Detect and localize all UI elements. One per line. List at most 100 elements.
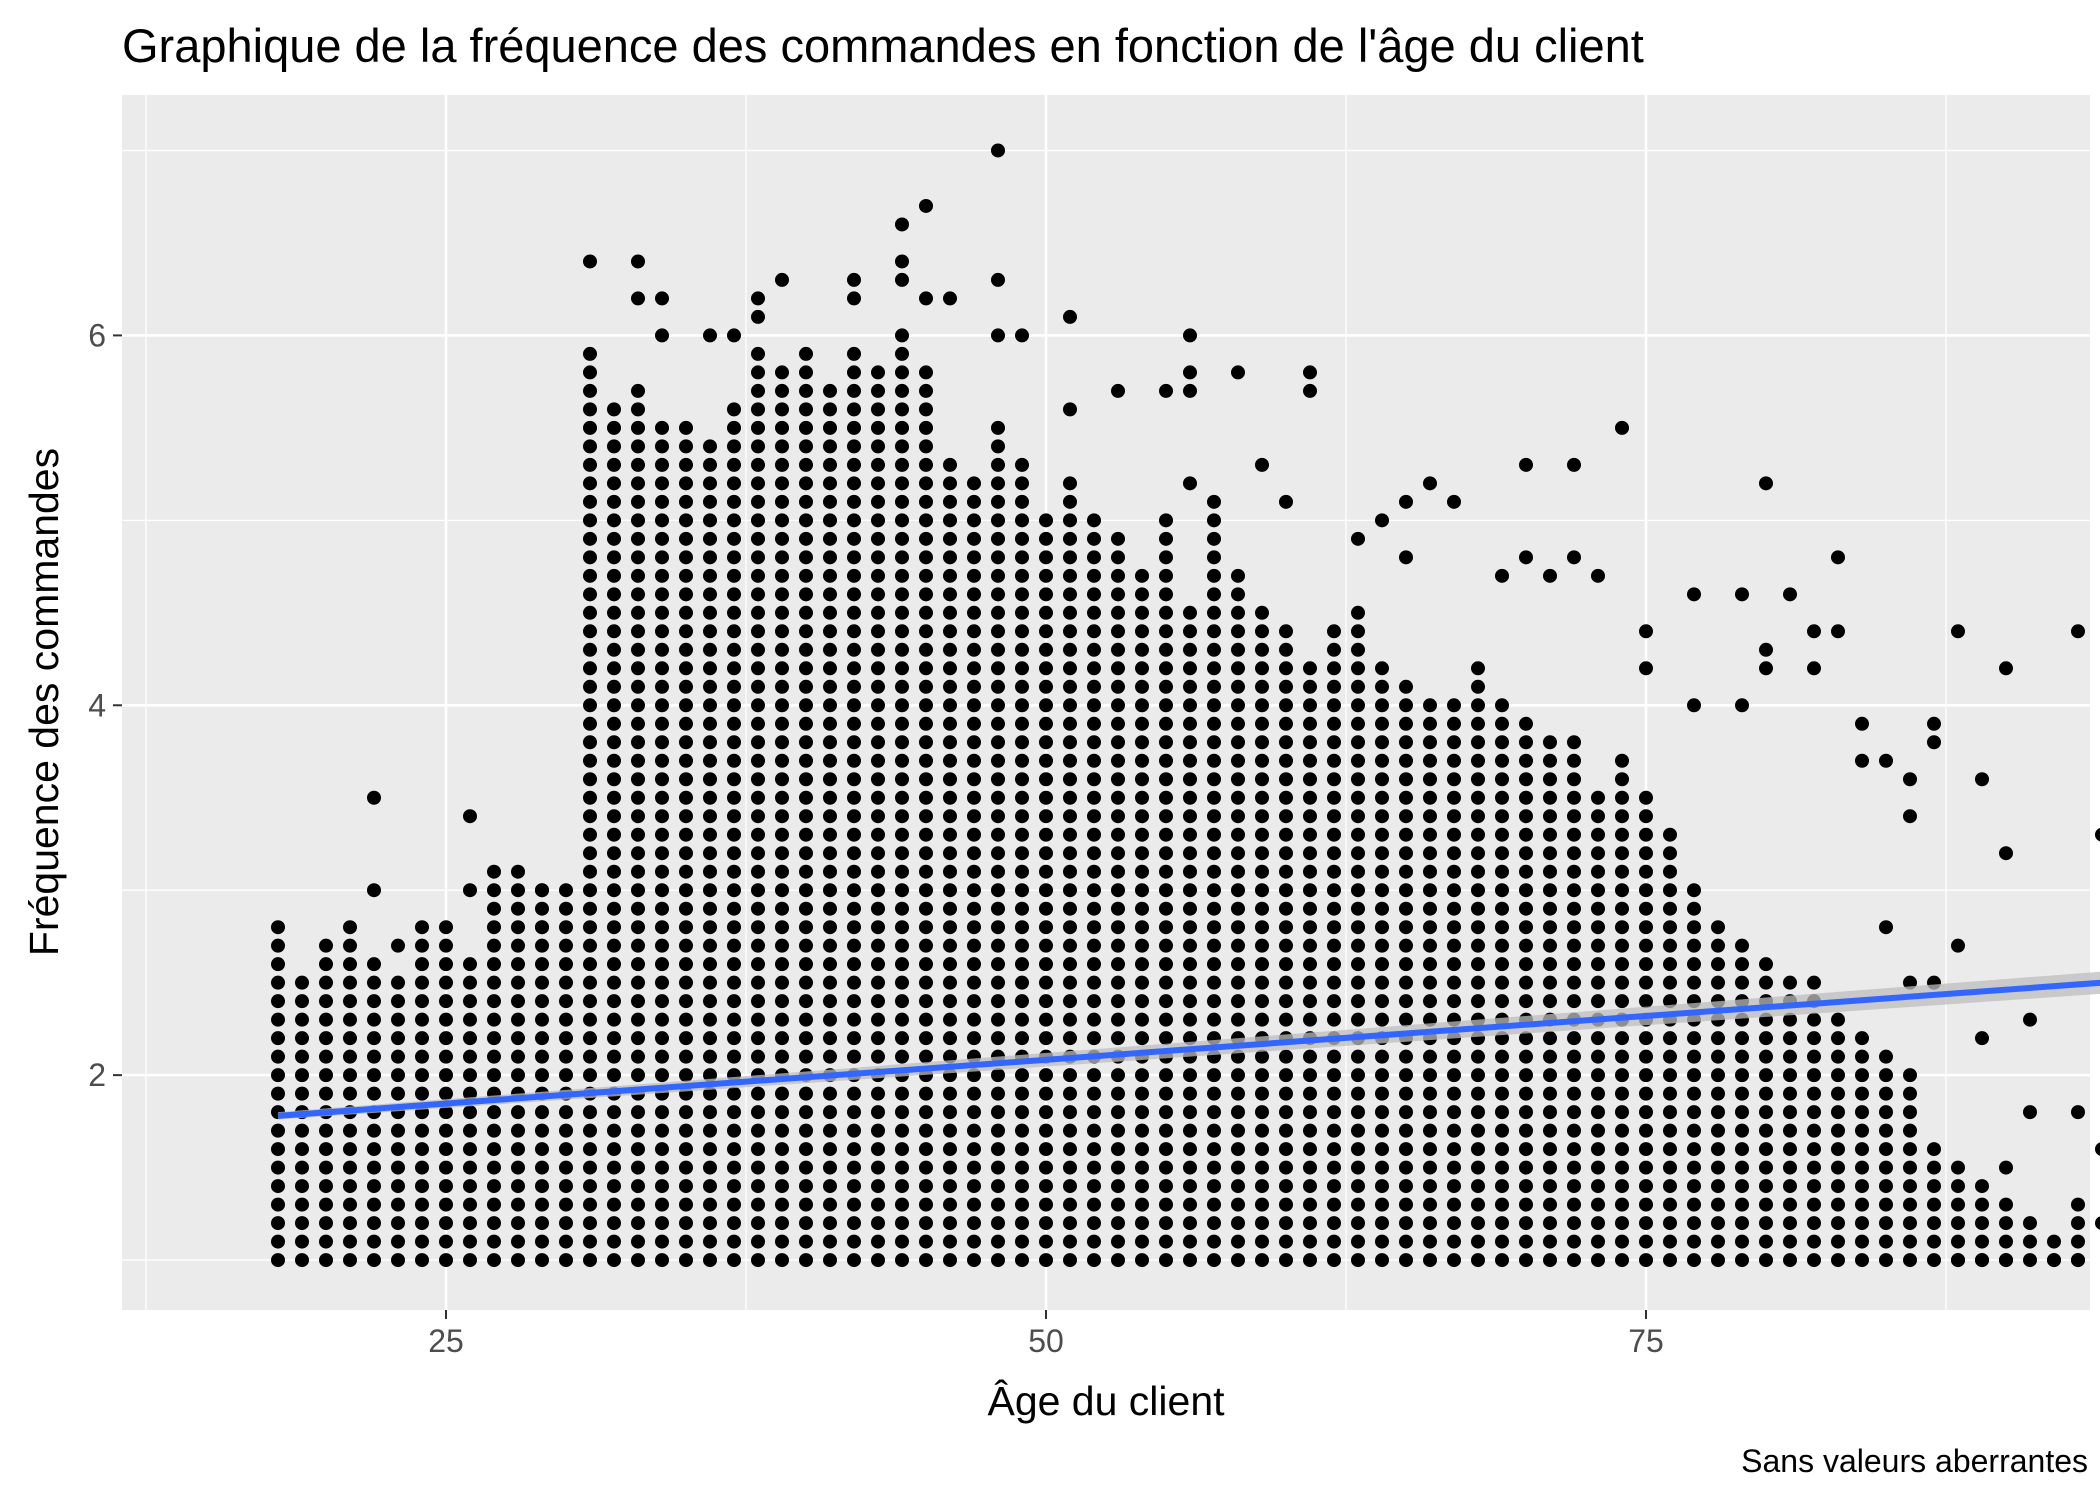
data-point [1159,550,1173,565]
data-point [1903,809,1917,824]
data-point [1111,716,1125,731]
data-point [535,883,549,898]
data-point [847,1086,861,1101]
data-point [943,587,957,602]
data-point [583,938,597,953]
data-point [751,679,765,694]
data-point [1207,1253,1221,1268]
data-point [1015,920,1029,935]
data-point [1255,975,1269,990]
data-point [847,1049,861,1064]
data-point [1015,1197,1029,1212]
data-point [895,346,909,361]
data-point [415,1253,429,1268]
data-point [631,457,645,472]
data-point [847,1160,861,1175]
data-point [1975,772,1989,787]
data-point [1087,1105,1101,1120]
data-point [703,1142,717,1157]
data-point [1111,753,1125,768]
data-point [1519,1216,1533,1231]
data-point [1255,642,1269,657]
data-point [1903,1253,1917,1268]
data-point [1135,809,1149,824]
data-point [1255,772,1269,787]
data-point [1543,920,1557,935]
data-point [847,513,861,528]
data-point [1855,1179,1869,1194]
data-point [1279,1253,1293,1268]
data-point [367,994,381,1009]
data-point [1039,1068,1053,1083]
data-point [871,957,885,972]
data-point [1231,938,1245,953]
data-point [1471,883,1485,898]
data-point [1039,1086,1053,1101]
data-point [1615,901,1629,916]
data-point [439,1068,453,1083]
data-point [535,1142,549,1157]
data-point [1375,1049,1389,1064]
data-point [823,494,837,509]
data-point [1615,790,1629,805]
data-point [895,1179,909,1194]
data-point [1303,365,1317,380]
data-point [511,1179,525,1194]
data-point [511,1142,525,1157]
data-point [487,957,501,972]
data-point [1519,901,1533,916]
data-point [607,476,621,491]
data-point [2071,1253,2085,1268]
data-point [1663,1068,1677,1083]
data-point [1687,1086,1701,1101]
data-point [1183,698,1197,713]
data-point [1543,790,1557,805]
data-point [967,994,981,1009]
data-point [967,1234,981,1249]
data-point [727,716,741,731]
data-point [1279,753,1293,768]
data-point [1879,1105,1893,1120]
data-point [439,1179,453,1194]
data-point [511,1234,525,1249]
data-point [703,1031,717,1046]
data-point [1543,1197,1557,1212]
data-point [655,1049,669,1064]
data-point [535,1197,549,1212]
data-point [1903,1105,1917,1120]
data-point [439,1253,453,1268]
data-point [1807,1234,1821,1249]
data-point [1663,1216,1677,1231]
data-point [679,1179,693,1194]
data-point [1135,975,1149,990]
data-point [415,1197,429,1212]
data-point [655,698,669,713]
data-point [967,642,981,657]
data-point [751,568,765,583]
data-point [775,827,789,842]
data-point [1543,772,1557,787]
data-point [1663,1253,1677,1268]
data-point [1255,1105,1269,1120]
data-point [799,661,813,676]
data-point [967,753,981,768]
data-point [1063,864,1077,879]
data-point [1303,735,1317,750]
data-point [919,827,933,842]
data-point [823,1142,837,1157]
data-point [679,513,693,528]
data-point [511,938,525,953]
data-point [367,1197,381,1212]
data-point [1111,1160,1125,1175]
data-point [655,1031,669,1046]
data-point [991,457,1005,472]
data-point [1807,661,1821,676]
data-point [1231,994,1245,1009]
data-point [463,1216,477,1231]
data-point [583,513,597,528]
data-point [1783,975,1797,990]
data-point [703,698,717,713]
data-point [703,642,717,657]
data-point [847,698,861,713]
data-point [775,476,789,491]
